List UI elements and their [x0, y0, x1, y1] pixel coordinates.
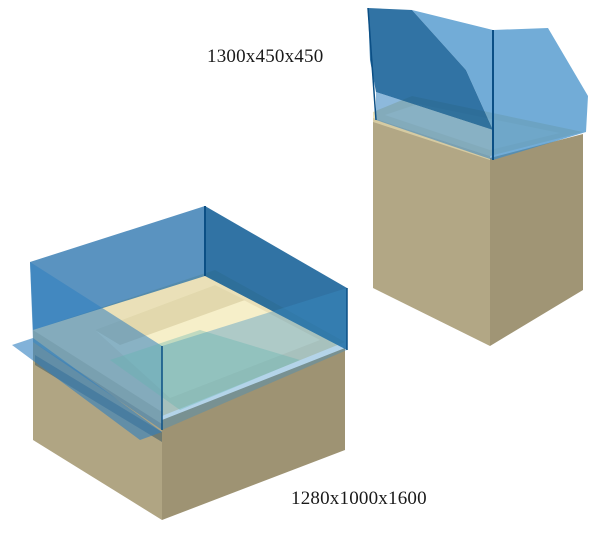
large-glass-lip — [12, 338, 162, 440]
large-glass-right-panel — [162, 288, 347, 430]
large-cabinet-side-face — [162, 348, 345, 520]
small-display-cabinet — [367, 7, 588, 346]
small-glass-left-panel — [368, 8, 493, 130]
small-cabinet-dimensions-label: 1300x450x450 — [207, 46, 324, 67]
small-glass-side-panel — [412, 10, 588, 160]
small-cabinet-front-face — [373, 118, 490, 346]
large-glass-back-panel — [205, 206, 347, 350]
small-glass-front-panel — [376, 92, 493, 160]
small-cabinet-side-face — [490, 134, 583, 346]
large-cabinet-dimensions-label: 1280x1000x1600 — [291, 488, 427, 509]
large-cabinet-front-face — [33, 340, 162, 520]
small-glass-edge — [367, 7, 377, 121]
large-display-cabinet — [12, 206, 348, 520]
large-glass-front-panel — [30, 262, 162, 430]
large-glass-reflection — [110, 330, 300, 410]
